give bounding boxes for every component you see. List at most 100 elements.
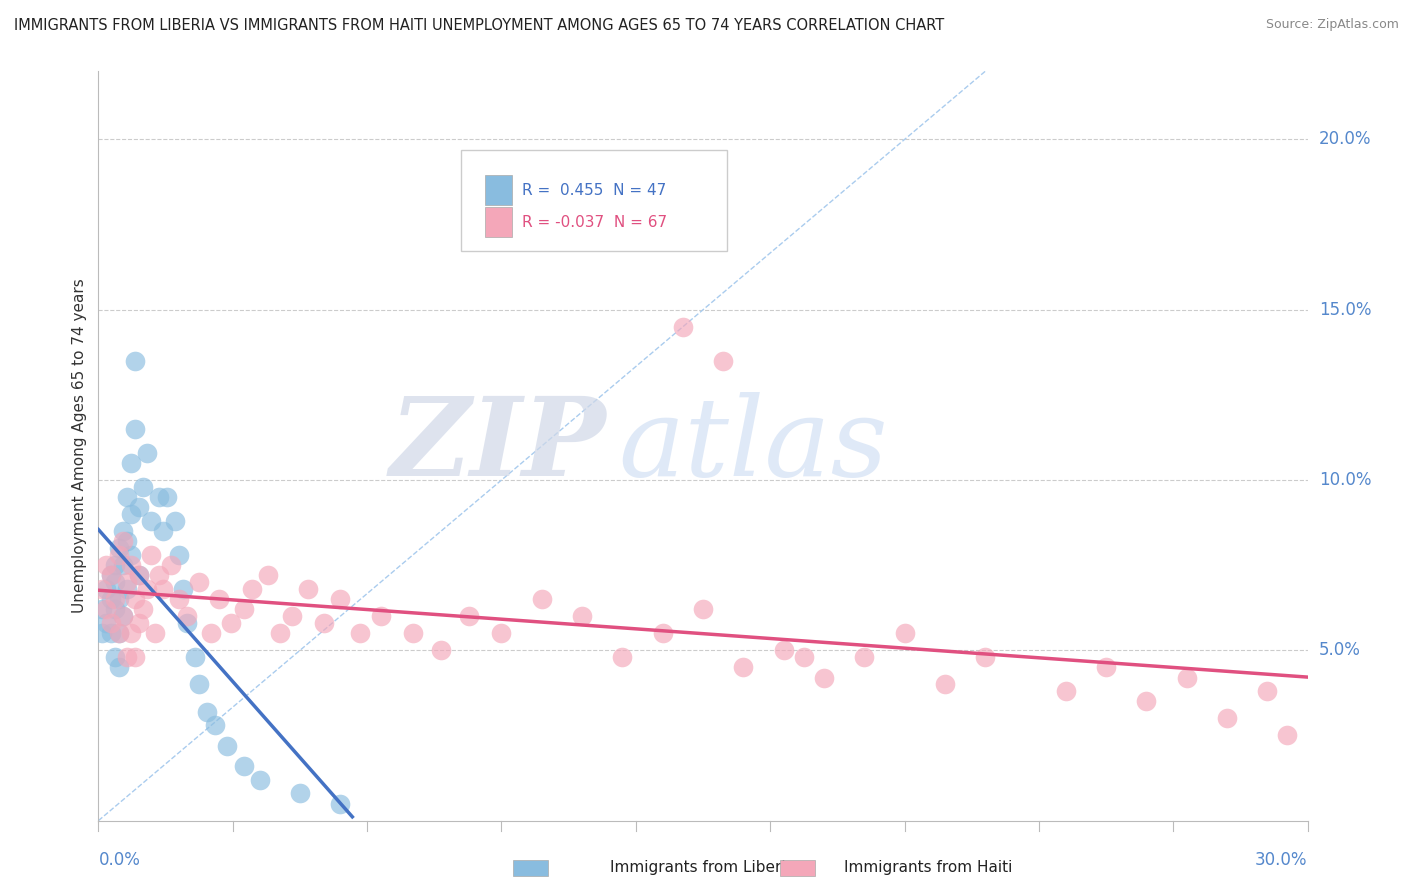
Point (96, 616, 118, 631)
Point (96, 602, 118, 616)
Text: 15.0%: 15.0% (1319, 301, 1371, 318)
Point (530, 592, 553, 607)
Point (711, 354, 734, 368)
Point (115, 490, 138, 504)
Point (115, 582, 138, 596)
Point (1256, 684, 1278, 698)
Text: R =  0.455  N = 47: R = 0.455 N = 47 (522, 183, 666, 198)
Point (100, 568, 122, 582)
FancyBboxPatch shape (461, 150, 727, 252)
Point (135, 446, 157, 460)
Point (91, 602, 114, 616)
Point (269, 626, 291, 640)
Point (120, 507, 142, 521)
Point (176, 616, 198, 631)
Point (115, 650, 138, 665)
Point (281, 609, 304, 624)
Point (124, 592, 146, 607)
Point (111, 609, 134, 624)
Point (200, 626, 222, 640)
Point (124, 354, 146, 368)
Point (297, 582, 319, 596)
Point (111, 609, 134, 624)
Point (111, 524, 134, 538)
Point (128, 500, 150, 515)
Text: R = -0.037  N = 67: R = -0.037 N = 67 (522, 215, 666, 229)
Point (1216, 711, 1239, 725)
Point (100, 616, 122, 631)
Point (853, 650, 876, 665)
Point (176, 609, 198, 624)
Point (240, 582, 263, 596)
Point (195, 705, 218, 719)
Point (402, 626, 425, 640)
Point (188, 575, 211, 590)
Point (103, 558, 125, 573)
Text: Source: ZipAtlas.com: Source: ZipAtlas.com (1265, 18, 1399, 31)
Point (571, 609, 593, 624)
Point (91, 626, 114, 640)
Text: ZIP: ZIP (389, 392, 606, 500)
Point (651, 626, 673, 640)
Point (167, 548, 190, 562)
Point (160, 558, 183, 573)
Point (152, 524, 174, 538)
Point (91, 582, 114, 596)
Point (107, 626, 129, 640)
Point (107, 626, 129, 640)
Text: 30.0%: 30.0% (1256, 851, 1308, 869)
Point (132, 602, 155, 616)
Point (430, 643, 453, 657)
Point (107, 541, 129, 556)
Point (120, 626, 142, 640)
Point (208, 592, 231, 607)
Point (103, 602, 125, 616)
Text: 5.0%: 5.0% (1319, 641, 1361, 659)
Bar (485, 207, 512, 237)
Point (100, 592, 122, 607)
Point (813, 671, 835, 685)
Point (100, 626, 122, 640)
Point (107, 660, 129, 674)
Point (103, 650, 125, 665)
Point (128, 568, 150, 582)
Point (458, 609, 481, 624)
Point (772, 643, 794, 657)
Text: 0.0%: 0.0% (98, 851, 141, 869)
Point (974, 650, 997, 665)
Point (148, 490, 170, 504)
Text: Immigrants from Haiti: Immigrants from Haiti (844, 860, 1012, 874)
Point (232, 602, 254, 616)
Point (132, 480, 155, 494)
Point (103, 592, 125, 607)
Text: 10.0%: 10.0% (1319, 471, 1371, 489)
Point (893, 626, 915, 640)
Point (128, 616, 150, 631)
Point (143, 626, 166, 640)
Point (139, 514, 162, 528)
Point (167, 592, 190, 607)
Point (152, 582, 174, 596)
Text: 20.0%: 20.0% (1319, 130, 1371, 148)
Point (96, 558, 118, 573)
Point (139, 548, 162, 562)
Point (115, 575, 138, 590)
Point (128, 568, 150, 582)
Text: IMMIGRANTS FROM LIBERIA VS IMMIGRANTS FROM HAITI UNEMPLOYMENT AMONG AGES 65 TO 7: IMMIGRANTS FROM LIBERIA VS IMMIGRANTS FR… (14, 18, 945, 33)
Point (100, 568, 122, 582)
Point (120, 548, 142, 562)
Bar (485, 176, 512, 205)
Point (96, 582, 118, 596)
Point (188, 677, 211, 691)
Point (1277, 729, 1299, 743)
Point (329, 797, 352, 811)
Point (314, 616, 336, 631)
Point (103, 575, 125, 590)
Point (115, 534, 138, 549)
Point (172, 582, 194, 596)
Point (156, 490, 179, 504)
Point (256, 568, 278, 582)
Point (135, 582, 157, 596)
Point (107, 548, 129, 562)
Point (1175, 671, 1198, 685)
